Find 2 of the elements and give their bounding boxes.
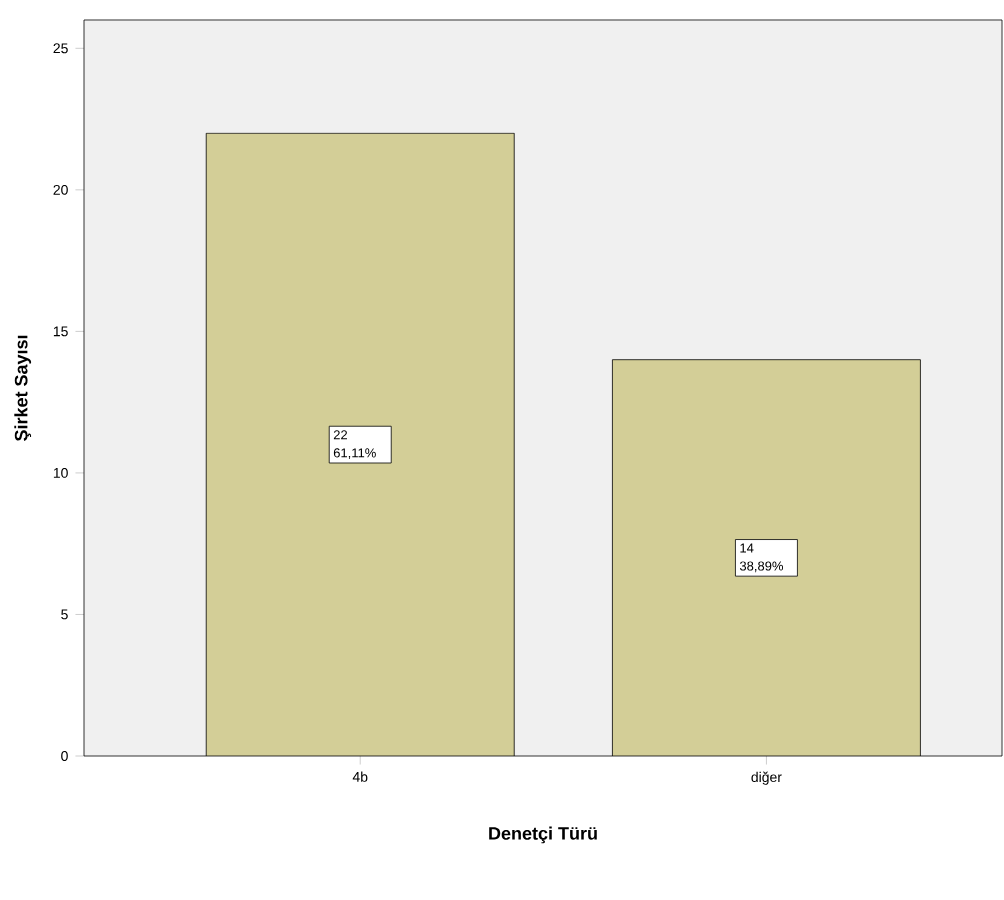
y-axis-title: Şirket Sayısı	[14, 335, 32, 441]
x-axis-title: Denetçi Türü	[489, 826, 597, 844]
